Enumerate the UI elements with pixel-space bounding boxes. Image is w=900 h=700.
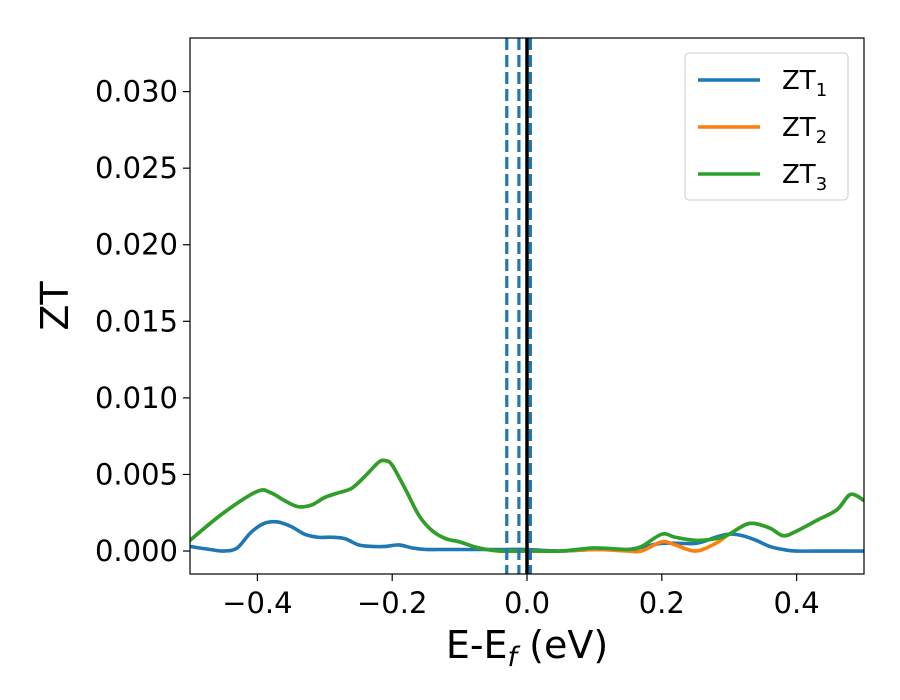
y-tick-label: 0.025 (95, 151, 178, 185)
legend-label-zt3: ZT3 (782, 160, 827, 195)
x-tick-label: 0.2 (639, 586, 685, 620)
x-tick-label: 0.4 (774, 586, 820, 620)
legend-items: ZT1 ZT2 ZT3 (698, 66, 827, 195)
y-tick-label: 0.030 (95, 75, 178, 109)
series-line-zt1 (190, 519, 864, 553)
legend: ZT1 ZT2 ZT3 (684, 52, 849, 201)
x-tick-label: −0.4 (222, 586, 292, 620)
x-axis-label-main: E-E (446, 623, 508, 667)
legend-box (684, 52, 849, 201)
y-tick-label: 0.005 (95, 457, 178, 491)
x-axis-label: E-Ef (eV) (446, 623, 608, 673)
y-tick-label: 0.010 (95, 381, 178, 415)
x-axis-label-suffix: (eV) (517, 623, 608, 667)
x-tick-label: −0.2 (357, 586, 427, 620)
y-axis-ticks: 0.000 0.005 0.010 0.015 0.020 0.025 0.030 (95, 75, 190, 568)
legend-label-zt2: ZT2 (782, 113, 827, 148)
x-tick-label: 0.0 (504, 586, 550, 620)
x-axis-ticks: −0.4 −0.2 0.0 0.2 0.4 (222, 574, 820, 620)
y-tick-label: 0.000 (95, 534, 178, 568)
series-line-zt3 (190, 458, 864, 554)
legend-label-zt1: ZT1 (782, 66, 827, 101)
y-tick-label: 0.020 (95, 228, 178, 262)
y-axis-label: ZT (33, 281, 77, 331)
y-tick-label: 0.015 (95, 304, 178, 338)
plot-content (190, 38, 864, 574)
